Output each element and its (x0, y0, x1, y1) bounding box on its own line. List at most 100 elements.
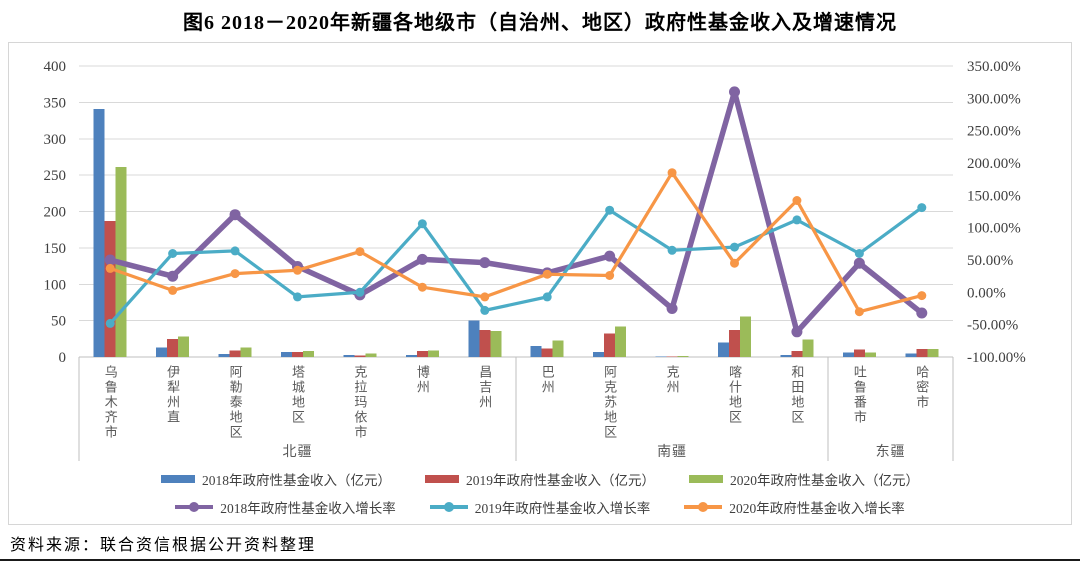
bar-1-city-5 (416, 351, 428, 357)
bar-0-city-0 (93, 108, 105, 357)
legend-marker-dot-icon (189, 502, 200, 512)
bar-1-city-0 (104, 220, 116, 357)
marker-series-1-city-6 (480, 305, 490, 315)
bar-0-city-6 (468, 320, 480, 357)
legend-bar-swatch-icon (161, 475, 195, 483)
marker-series-0-city-1 (167, 270, 179, 282)
bar-0-city-5 (405, 354, 417, 357)
category-label-7: 巴州 (539, 365, 555, 395)
bar-1-city-10 (729, 330, 740, 357)
bar-0-city-4 (343, 354, 355, 357)
bar-2-city-6 (490, 330, 502, 357)
left-axis-tick: 300 (44, 132, 67, 148)
category-label-2: 阿勒泰地区 (227, 365, 243, 440)
legend-label: 2020年政府性基金收入增长率 (729, 501, 905, 516)
source-note: 资料来源：联合资信根据公开资料整理 (10, 537, 317, 554)
line-series-2 (108, 171, 924, 314)
legend-item-line-0: 2018年政府性基金收入增长率 (175, 497, 396, 517)
combo-chart: 400 350 300 250 200 150 100 50 0 350.00% 300.00% 25… (44, 59, 1026, 461)
marker-series-1-city-1 (168, 249, 178, 258)
marker-series-1-city-13 (917, 203, 927, 213)
figure-title: 图6 2018－2020年新疆各地级市（自治州、地区）政府性基金收入及增速情况 (183, 12, 897, 34)
marker-series-2-city-8 (605, 271, 615, 280)
bar-2-city-7 (552, 340, 564, 357)
bar-0-city-12 (842, 352, 854, 357)
legend-line-swatch-icon (684, 502, 723, 512)
bar-0-city-8 (593, 351, 605, 357)
bar-1-city-2 (229, 350, 241, 357)
bar-0-city-11 (780, 354, 792, 357)
bar-0-city-7 (530, 346, 542, 357)
legend-label: 2020年政府性基金收入（亿元） (730, 473, 919, 488)
bar-2-city-1 (178, 336, 190, 357)
marker-series-0-city-13 (916, 307, 928, 319)
category-label-4: 克拉玛依市 (352, 365, 368, 440)
legend-marker-dot-icon (698, 502, 709, 512)
chart-legend-bars: 2018年政府性基金收入（亿元） 2019年政府性基金收入（亿元） 2020年政府性… (9, 469, 1071, 489)
right-axis-tick: 250.00% (967, 124, 1021, 140)
legend-item-bar-1: 2019年政府性基金收入（亿元） (425, 469, 655, 489)
marker-series-1-city-7 (542, 292, 552, 302)
bar-0-city-10 (718, 342, 729, 357)
group-label-2: 东疆 (875, 445, 906, 460)
legend-marker-dot-icon (443, 502, 454, 512)
legend-item-bar-2: 2020年政府性基金收入（亿元） (689, 469, 919, 489)
category-label-10: 喀什地区 (727, 365, 742, 425)
bar-0-city-1 (156, 347, 168, 357)
left-axis-tick: 200 (44, 205, 67, 221)
marker-series-2-city-4 (355, 247, 365, 257)
marker-series-2-city-5 (417, 282, 427, 292)
bar-0-city-13 (905, 353, 917, 357)
left-axis-tick: 350 (44, 95, 67, 111)
marker-series-0-city-5 (416, 253, 428, 265)
marker-series-2-city-6 (480, 292, 490, 302)
marker-series-1-city-2 (230, 246, 240, 256)
bar-2-city-5 (427, 350, 439, 357)
bar-2-city-2 (240, 347, 252, 357)
line-series-0 (107, 89, 925, 335)
legend-item-bar-0: 2018年政府性基金收入（亿元） (161, 469, 391, 489)
category-label-3: 塔城地区 (290, 365, 305, 425)
legend-line-swatch-icon (175, 502, 214, 512)
left-axis-tick: 250 (44, 168, 67, 184)
marker-series-1-city-10 (730, 242, 739, 252)
category-label-13: 哈密市 (914, 365, 930, 410)
bar-1-city-1 (167, 338, 179, 357)
legend-label: 2019年政府性基金收入增长率 (474, 501, 651, 516)
bar-1-city-13 (916, 348, 928, 357)
marker-series-2-city-9 (667, 168, 677, 178)
legend-line-swatch-icon (429, 502, 468, 512)
marker-series-2-city-12 (854, 307, 864, 317)
bar-2-city-8 (615, 326, 627, 357)
marker-series-0-city-2 (229, 209, 241, 221)
chart-legend-lines: 2018年政府性基金收入增长率 2019年政府性基金收入增长率 2020年政府性基金… (9, 497, 1071, 517)
marker-series-2-city-10 (730, 258, 739, 268)
left-axis-tick: 100 (44, 277, 67, 293)
marker-series-1-city-4 (355, 287, 365, 297)
right-axis-tick: 200.00% (967, 156, 1021, 172)
bar-1-city-4 (354, 355, 366, 357)
bar-2-city-10 (740, 316, 751, 357)
legend-label: 2019年政府性基金收入（亿元） (466, 473, 655, 488)
marker-series-1-city-9 (667, 245, 677, 255)
bar-1-city-12 (853, 349, 865, 357)
right-axis-tick: 300.00% (967, 91, 1021, 107)
left-axis-tick: 50 (51, 314, 66, 330)
bar-1-city-3 (292, 351, 303, 357)
marker-series-2-city-13 (917, 291, 927, 301)
marker-series-0-city-10 (729, 86, 740, 98)
marker-series-0-city-6 (479, 257, 491, 269)
marker-series-2-city-1 (168, 285, 178, 295)
category-label-0: 乌鲁木齐市 (102, 365, 118, 440)
legend-label: 2018年政府性基金收入（亿元） (202, 473, 391, 488)
marker-series-1-city-12 (854, 249, 864, 258)
bar-1-city-6 (479, 330, 491, 357)
marker-series-2-city-3 (293, 265, 302, 275)
marker-series-1-city-11 (792, 215, 802, 225)
marker-series-0-city-12 (853, 257, 865, 269)
left-axis-tick: 0 (59, 350, 67, 366)
bar-2-city-9 (677, 355, 689, 357)
marker-series-2-city-0 (105, 263, 115, 273)
category-label-8: 阿克苏地区 (602, 365, 618, 440)
right-axis-tick: -100.00% (967, 350, 1026, 366)
